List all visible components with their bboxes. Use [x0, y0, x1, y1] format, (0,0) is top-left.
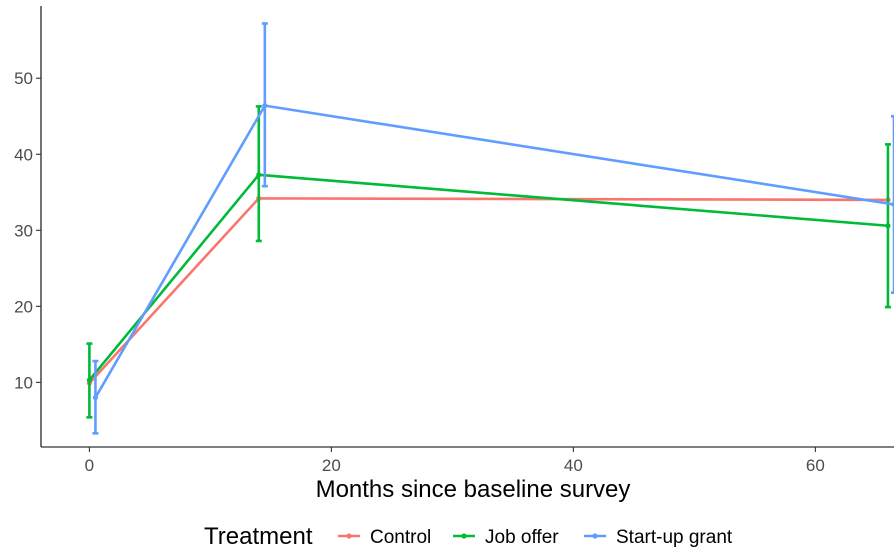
x-tick-label: 20 — [322, 456, 341, 475]
x-axis-title: Months since baseline survey — [316, 476, 631, 503]
legend-item: Control — [338, 527, 431, 548]
x-ticks: 0 20 40 60 — [85, 447, 825, 475]
legend-label: Job offer — [485, 527, 559, 548]
data-point — [92, 394, 99, 401]
series-line — [88, 173, 889, 381]
legend-item: Job offer — [453, 527, 559, 548]
y-tick-label: 30 — [14, 221, 33, 240]
y-tick-label: 10 — [14, 373, 33, 392]
series-line — [88, 197, 888, 385]
data-point — [256, 172, 262, 178]
axes — [40, 6, 894, 448]
data-point — [885, 223, 891, 229]
y-tick-label: 20 — [14, 297, 33, 316]
data-point — [262, 103, 268, 109]
x-tick-label: 60 — [806, 456, 825, 475]
legend-title: Treatment — [204, 523, 313, 550]
series-1 — [86, 105, 891, 419]
y-tick-label: 50 — [14, 69, 33, 88]
series-2 — [92, 22, 894, 435]
legend-key-point — [592, 533, 598, 539]
x-tick-label: 0 — [85, 456, 94, 475]
x-tick-label: 40 — [564, 456, 583, 475]
legend-key-point — [346, 533, 352, 539]
y-ticks: 10 20 30 40 50 — [14, 69, 41, 392]
legend-label: Start-up grant — [616, 527, 733, 548]
y-tick-label: 40 — [14, 145, 33, 164]
legend: Treatment Control Job offer Start-up grant — [204, 523, 733, 550]
legend-label: Control — [370, 527, 431, 548]
series-layer — [86, 22, 894, 435]
data-point — [891, 201, 894, 208]
legend-item: Start-up grant — [584, 527, 733, 548]
series-line — [94, 104, 894, 399]
series-0 — [86, 195, 891, 386]
legend-key-point — [461, 533, 467, 539]
data-point — [86, 377, 92, 383]
legend-items: Control Job offer Start-up grant — [338, 527, 733, 548]
